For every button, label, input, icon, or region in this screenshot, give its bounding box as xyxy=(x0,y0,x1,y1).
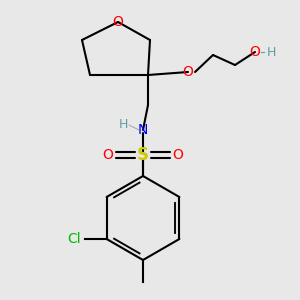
Text: O: O xyxy=(250,45,260,59)
Text: O: O xyxy=(172,148,183,162)
Text: H: H xyxy=(266,46,276,59)
Text: O: O xyxy=(103,148,113,162)
Text: O: O xyxy=(183,65,194,79)
Text: N: N xyxy=(138,123,148,137)
Text: Cl: Cl xyxy=(67,232,81,246)
Text: H: H xyxy=(118,118,128,131)
Text: S: S xyxy=(137,146,149,164)
Text: O: O xyxy=(112,15,123,29)
